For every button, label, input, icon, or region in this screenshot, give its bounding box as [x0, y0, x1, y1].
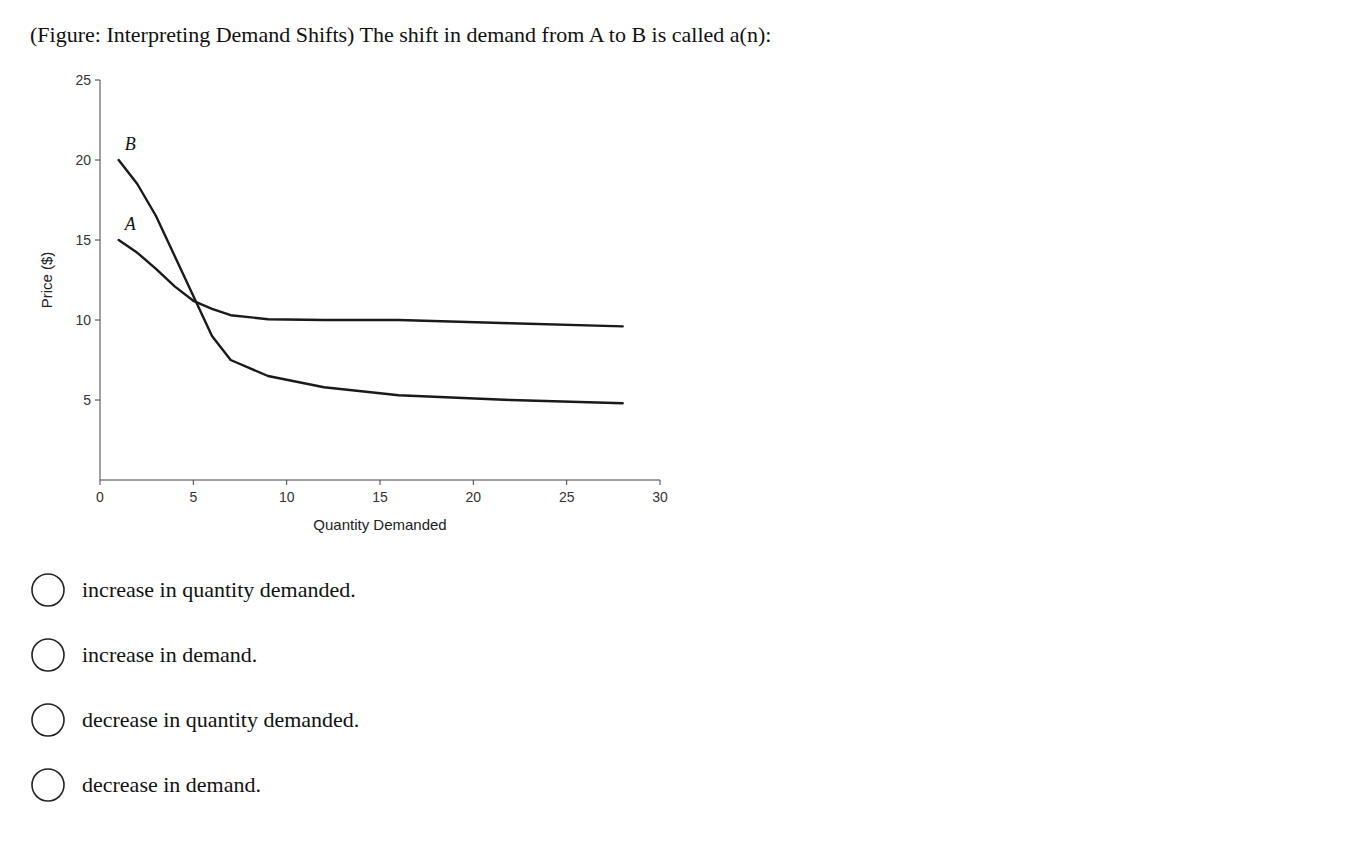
- curve-label: B: [125, 134, 136, 154]
- y-tick: [95, 80, 100, 81]
- option-text: increase in quantity demanded.: [82, 577, 356, 602]
- option-radio: [32, 574, 64, 606]
- option-radio: [32, 639, 64, 671]
- x-tick-label: 25: [559, 489, 575, 505]
- option-radio: [32, 769, 64, 801]
- x-tick: [380, 480, 381, 485]
- x-tick: [473, 480, 474, 485]
- plot-lines: [119, 160, 623, 403]
- option-text: decrease in quantity demanded.: [82, 707, 359, 732]
- y-tick: [95, 400, 100, 401]
- title: (Figure: Interpreting Demand Shifts) The…: [30, 22, 771, 47]
- x-axis-label: Quantity Demanded: [313, 516, 446, 533]
- option-radio: [32, 704, 64, 736]
- curve-label: A: [124, 214, 137, 234]
- y-tick: [95, 160, 100, 161]
- demand-curve: [119, 240, 623, 326]
- y-tick-label: 25: [75, 72, 91, 88]
- y-tick: [95, 240, 100, 241]
- y-tick-label: 20: [75, 152, 91, 168]
- y-tick-label: 5: [83, 392, 91, 408]
- x-tick: [286, 480, 287, 485]
- x-tick-label: 20: [466, 489, 482, 505]
- x-tick-label: 10: [279, 489, 295, 505]
- x-tick-label: 15: [372, 489, 388, 505]
- y-axis-label: Price ($): [38, 252, 55, 309]
- x-tick-label: 30: [652, 489, 668, 505]
- x-tick: [100, 480, 101, 485]
- option-text: decrease in demand.: [82, 772, 261, 797]
- curve-labels: AB: [124, 134, 137, 234]
- chart-canvas: (Figure: Interpreting Demand Shifts) The…: [0, 0, 1365, 868]
- y-tick-label: 15: [75, 232, 91, 248]
- y-axis-line: [100, 80, 101, 480]
- x-tick-label: 5: [189, 489, 197, 505]
- x-tick: [566, 480, 567, 485]
- x-tick-label: 0: [96, 489, 104, 505]
- y-tick-label: 10: [75, 312, 91, 328]
- x-tick: [193, 480, 194, 485]
- y-tick: [95, 320, 100, 321]
- demand-curve: [119, 160, 623, 403]
- option-text: increase in demand.: [82, 642, 257, 667]
- x-tick: [660, 480, 661, 485]
